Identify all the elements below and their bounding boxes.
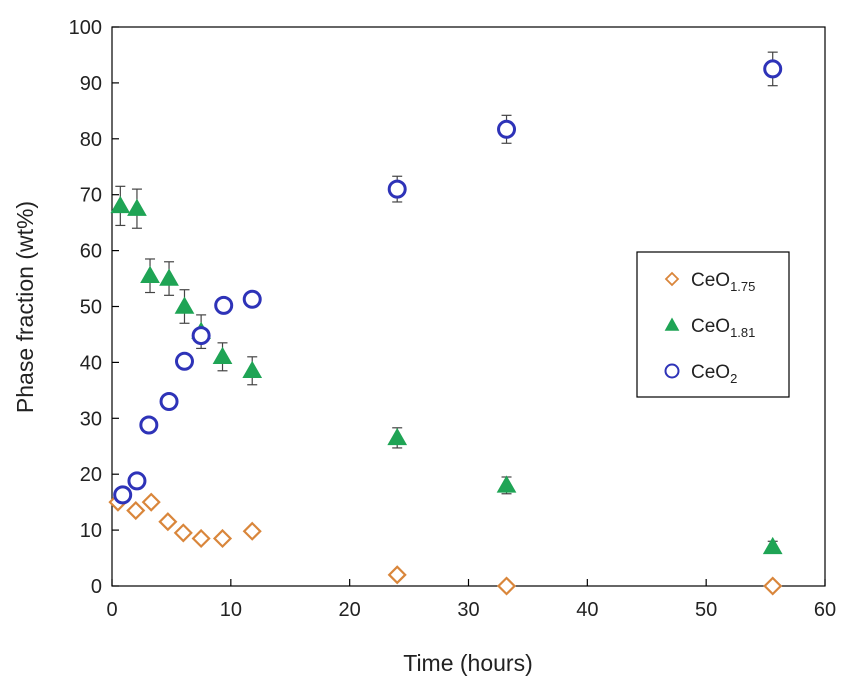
data-point-ceo175 bbox=[126, 500, 146, 521]
data-point-ceo181 bbox=[110, 195, 131, 214]
y-tick-label: 20 bbox=[80, 464, 102, 486]
y-tick-label: 10 bbox=[80, 520, 102, 542]
legend-box bbox=[636, 251, 790, 398]
x-tick-label: 20 bbox=[339, 599, 361, 621]
data-point-ceo181 bbox=[212, 346, 233, 365]
data-point-ceo181 bbox=[387, 427, 408, 446]
x-axis-ticks: 0 10 20 30 40 50 60 bbox=[106, 579, 836, 621]
y-tick-label: 0 bbox=[91, 576, 102, 598]
y-tick-label: 60 bbox=[80, 241, 102, 263]
x-tick-label: 0 bbox=[106, 599, 117, 621]
data-point-ceo2 bbox=[174, 351, 194, 371]
data-point-ceo2 bbox=[113, 485, 133, 505]
data-point-ceo181 bbox=[140, 265, 160, 284]
x-tick-label: 60 bbox=[814, 599, 836, 621]
legend-marker-ceo2 bbox=[664, 363, 680, 379]
data-point-ceo2 bbox=[763, 59, 783, 79]
data-point-ceo175 bbox=[763, 576, 783, 596]
data-point-ceo2 bbox=[387, 179, 407, 199]
y-tick-label: 70 bbox=[80, 185, 102, 207]
y-tick-label: 50 bbox=[80, 297, 102, 319]
y-axis-ticks: 0 10 20 30 40 50 60 70 80 90 100 bbox=[69, 17, 119, 598]
y-tick-label: 40 bbox=[80, 352, 102, 374]
data-point-ceo181 bbox=[159, 268, 179, 286]
legend-marker-ceo175 bbox=[664, 271, 680, 287]
legend-label-ceo181: CeO1.81 bbox=[691, 316, 755, 340]
y-tick-label: 100 bbox=[69, 17, 102, 39]
legend: CeO1.75 CeO1.81 CeO2 bbox=[636, 251, 790, 398]
legend-label-ceo175: CeO1.75 bbox=[691, 270, 755, 294]
data-point-ceo175 bbox=[387, 565, 407, 585]
data-point-ceo2 bbox=[127, 471, 147, 491]
data-point-ceo2 bbox=[191, 326, 211, 346]
data-markers bbox=[108, 59, 783, 596]
data-point-ceo2 bbox=[497, 119, 517, 139]
x-tick-label: 10 bbox=[220, 599, 242, 621]
data-point-ceo175 bbox=[191, 528, 211, 549]
y-tick-label: 80 bbox=[80, 129, 102, 151]
data-point-ceo175 bbox=[158, 512, 178, 532]
data-point-ceo2 bbox=[159, 392, 179, 412]
data-point-ceo2 bbox=[139, 415, 159, 435]
data-point-ceo2 bbox=[242, 289, 262, 309]
data-point-ceo175 bbox=[141, 492, 161, 512]
data-point-ceo181 bbox=[496, 475, 517, 493]
data-point-ceo181 bbox=[174, 296, 195, 314]
x-tick-label: 30 bbox=[457, 599, 479, 621]
data-point-ceo175 bbox=[212, 528, 233, 549]
data-point-ceo181 bbox=[762, 536, 783, 555]
data-point-ceo2 bbox=[214, 295, 234, 315]
legend-label-ceo2: CeO2 bbox=[691, 362, 737, 386]
data-point-ceo181 bbox=[127, 198, 147, 216]
data-point-ceo175 bbox=[242, 521, 262, 541]
data-point-ceo175 bbox=[173, 523, 193, 543]
x-tick-label: 50 bbox=[695, 599, 717, 621]
x-axis-title: Time (hours) bbox=[403, 650, 533, 676]
y-axis-title: Phase fraction (wt%) bbox=[12, 201, 38, 413]
data-point-ceo181 bbox=[242, 360, 263, 379]
data-point-ceo175 bbox=[496, 576, 517, 596]
x-tick-label: 40 bbox=[576, 599, 598, 621]
y-tick-label: 30 bbox=[80, 408, 102, 430]
legend-marker-ceo181 bbox=[664, 317, 680, 331]
y-tick-label: 90 bbox=[80, 73, 102, 95]
